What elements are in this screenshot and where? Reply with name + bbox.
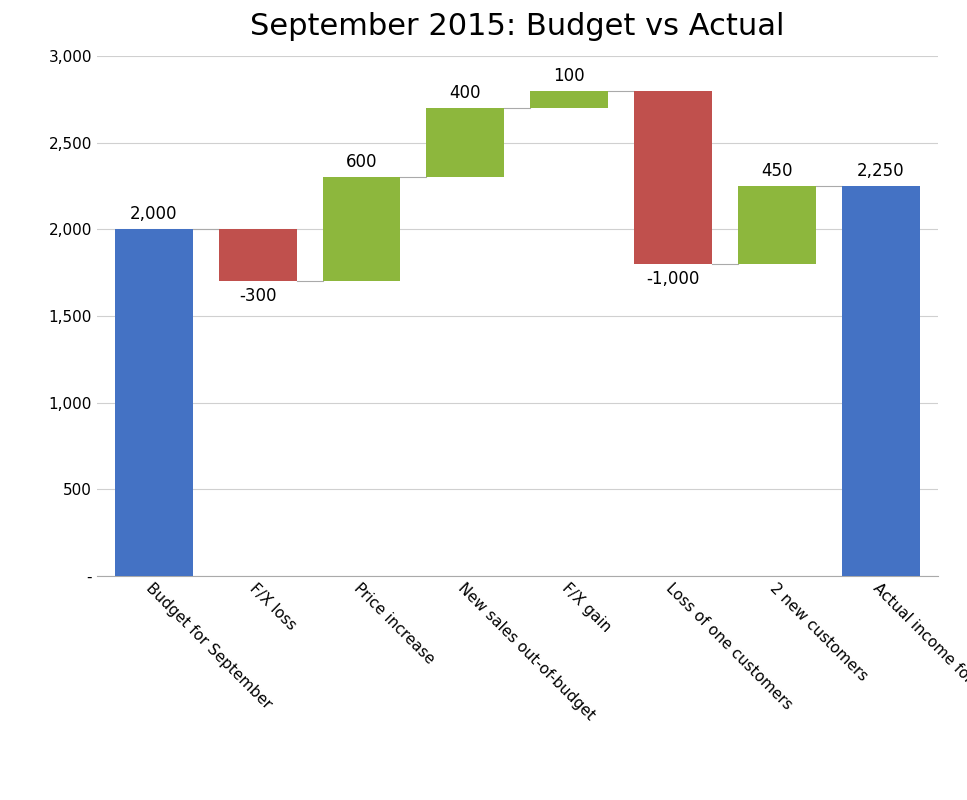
Text: 600: 600 (346, 154, 377, 171)
Bar (323, 178, 400, 282)
Bar (842, 186, 920, 576)
Text: -1,000: -1,000 (647, 270, 700, 288)
Bar (530, 90, 608, 108)
Text: 2,000: 2,000 (131, 206, 178, 223)
Bar (426, 108, 505, 178)
Bar (738, 186, 816, 264)
Bar (219, 230, 297, 282)
Bar (634, 90, 712, 264)
Text: -300: -300 (239, 287, 277, 306)
Title: September 2015: Budget vs Actual: September 2015: Budget vs Actual (250, 12, 784, 41)
Text: 100: 100 (553, 66, 585, 85)
Text: 2,250: 2,250 (857, 162, 905, 180)
Bar (115, 230, 192, 576)
Text: 450: 450 (761, 162, 793, 180)
Text: 400: 400 (450, 84, 482, 102)
